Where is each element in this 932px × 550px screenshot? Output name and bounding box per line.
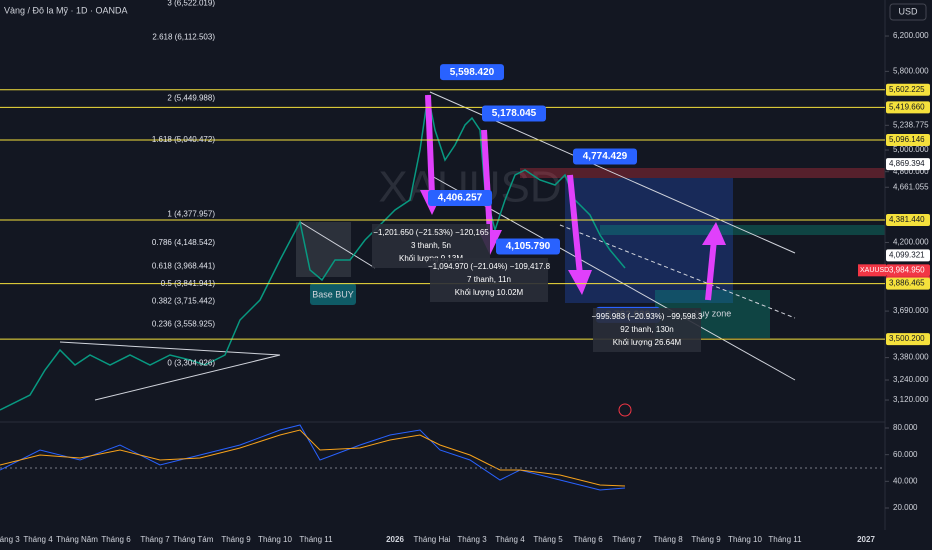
note-box [310,283,356,305]
symbol: XAUUSD [860,267,889,274]
callout-label: 5,178.045 [492,108,537,119]
measure-text: 92 thanh, 130n [620,325,673,334]
measure-box [593,308,701,352]
measure-text: 7 thanh, 11n [467,275,511,284]
price-marker [886,277,930,290]
time-label: Tháng 10 [728,535,762,544]
callout-label: 4,105.790 [506,241,551,252]
price-label: 5,238.775 [893,120,929,129]
osc-label: 40.000 [893,476,918,485]
time-label: Tháng 11 [768,535,802,544]
fib-label: 0.382 (3,715.442) [152,297,215,306]
price-marker [886,158,930,171]
time-label: 2026 [386,535,404,544]
price-marker [886,101,930,114]
price-marker [886,214,930,227]
fib-label: 1 (4,377.957) [167,210,215,219]
measure-text: −995.983 (−20.93%) −99,598.3 [592,312,704,321]
time-label: Tháng 3 [457,535,487,544]
price-marker-label: 4,381.440 [889,215,925,224]
price-marker [886,133,930,146]
time-label: Tháng 7 [612,535,642,544]
currency[interactable]: USD [898,6,918,16]
price-label: 6,200.000 [893,31,929,40]
price-marker [886,249,930,262]
price-marker-label: 5,096.146 [889,135,925,144]
price-label: 5,000.000 [893,145,929,154]
symbol-box [858,264,886,277]
measure-text: Khối lượng 26.64M [613,338,682,347]
time-label: Tháng 7 [140,535,170,544]
fib-label: 0.618 (3,968.441) [152,262,215,271]
time-label: Tháng 3 [0,535,20,544]
fib-label: 2 (5,449.988) [167,93,215,102]
measure-text: −1,201.650 (−21.53%) −120,165 [373,228,489,237]
measure-text: Khối lượng 10.02M [455,288,524,297]
buy-zone: buy zone [695,308,732,318]
price-marker-label: 4,099.321 [889,250,925,259]
fib-label: 0.236 (3,558.925) [152,319,215,328]
time-label: Tháng 9 [221,535,251,544]
fib-label: 2.618 (6,112.503) [152,33,215,42]
time-label: Tháng Năm [56,535,98,544]
price-label: 4,661.055 [893,182,929,191]
callout-label: 5,598.420 [450,67,495,78]
price-label: 4,200.000 [893,238,929,247]
symbol-title: Vàng / Đô la Mỹ · 1D · OANDA [4,5,128,15]
callout-box [573,148,637,165]
callout-box [482,105,546,122]
price-label: 3,690.000 [893,306,929,315]
currency-box[interactable] [889,3,927,21]
fib-label: 0.786 (4,148.542) [152,238,215,247]
price-label: 4,800.000 [893,167,929,176]
measure-text: 3 thanh, 5n [411,241,451,250]
osc-label: 20.000 [893,503,918,512]
time-label: Tháng Tám [173,535,214,544]
measure-box [430,258,548,302]
price-marker-label: 3,886.465 [889,279,925,288]
price-marker-label: 5,419.660 [889,102,925,111]
time-label: Tháng 10 [258,535,292,544]
time-label: Tháng 5 [533,535,563,544]
osc-label: 80.000 [893,423,918,432]
time-label: Tháng 6 [101,535,131,544]
measure-text: −1,094.970 (−21.04%) −109,417.8 [428,262,551,271]
price-marker-label: 5,602.225 [889,85,925,94]
time-label: Tháng Hai [414,535,451,544]
osc-label: 60.000 [893,450,918,459]
base-buy: Base BUY [312,289,354,299]
price-label: 3,380.000 [893,353,929,362]
price-label: 3,120.000 [893,395,929,404]
time-label: 2027 [857,535,875,544]
callout-box [440,64,504,81]
time-label: Tháng 8 [653,535,683,544]
price-marker-label: 4,869.394 [889,159,925,168]
fib-label: 0 (3,304.926) [167,359,215,368]
callout-label: 4,406.257 [438,193,483,204]
callout-box [496,238,560,255]
price-label: 3,240.000 [893,375,929,384]
time-label: Tháng 6 [573,535,603,544]
time-label: Tháng 4 [23,535,53,544]
callout-label: 4,774.429 [583,151,628,162]
callout-box [428,190,492,207]
time-label: Tháng 11 [299,535,333,544]
fib-label: 3 (6,522.019) [167,0,215,7]
price-marker [886,333,930,346]
price-marker [886,264,930,277]
time-label: Tháng 4 [495,535,525,544]
price-label: 5,800.000 [893,66,929,75]
price-marker-label: 3,500.200 [889,334,925,343]
time-label: Tháng 9 [691,535,721,544]
fib-label: 1.618 (5,040.472) [152,135,215,144]
price-marker [886,83,930,96]
price-marker-label: 3,984.950 [889,265,925,274]
fib-label: 0.5 (3,841.941) [161,279,216,288]
